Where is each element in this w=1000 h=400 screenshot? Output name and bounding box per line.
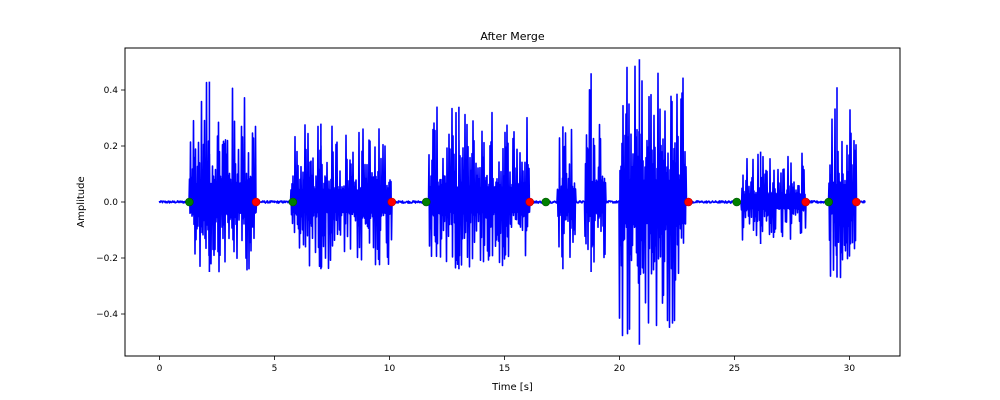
x-tick-label: 30 — [844, 364, 856, 374]
x-tick-label: 15 — [499, 364, 510, 374]
y-tick-label: 0.4 — [104, 86, 119, 96]
segment-end-marker — [852, 197, 861, 207]
y-tick-label: −0.4 — [96, 310, 118, 320]
segment-end-marker — [387, 197, 397, 207]
segment-end-marker — [251, 197, 261, 207]
segment-end-marker — [801, 197, 811, 207]
segment-end-marker — [525, 197, 535, 207]
segment-end-marker — [684, 197, 693, 207]
x-tick-label: 0 — [157, 364, 163, 374]
y-axis: −0.4 −0.2 0.0 0.2 0.4 — [96, 86, 125, 320]
x-axis: 0 5 10 15 20 25 30 — [157, 356, 856, 374]
marker-layer — [185, 197, 861, 207]
waveform-line — [158, 59, 866, 345]
x-axis-label: Time [s] — [491, 382, 533, 393]
x-tick-label: 25 — [729, 364, 740, 374]
y-axis-label: Amplitude — [76, 176, 87, 227]
chart-title: After Merge — [480, 30, 544, 43]
x-tick-label: 10 — [384, 364, 396, 374]
segment-start-marker — [732, 197, 742, 207]
segment-start-marker — [824, 197, 834, 207]
segment-start-marker — [185, 197, 194, 207]
x-tick-label: 20 — [614, 364, 626, 374]
y-tick-label: −0.2 — [96, 254, 118, 264]
y-tick-label: 0.2 — [104, 142, 118, 152]
waveform-layer — [158, 59, 866, 345]
x-tick-label: 5 — [272, 364, 278, 374]
segment-start-marker — [541, 197, 551, 207]
y-tick-label: 0.0 — [104, 198, 119, 208]
segment-start-marker — [288, 197, 298, 207]
segment-start-marker — [421, 197, 431, 207]
